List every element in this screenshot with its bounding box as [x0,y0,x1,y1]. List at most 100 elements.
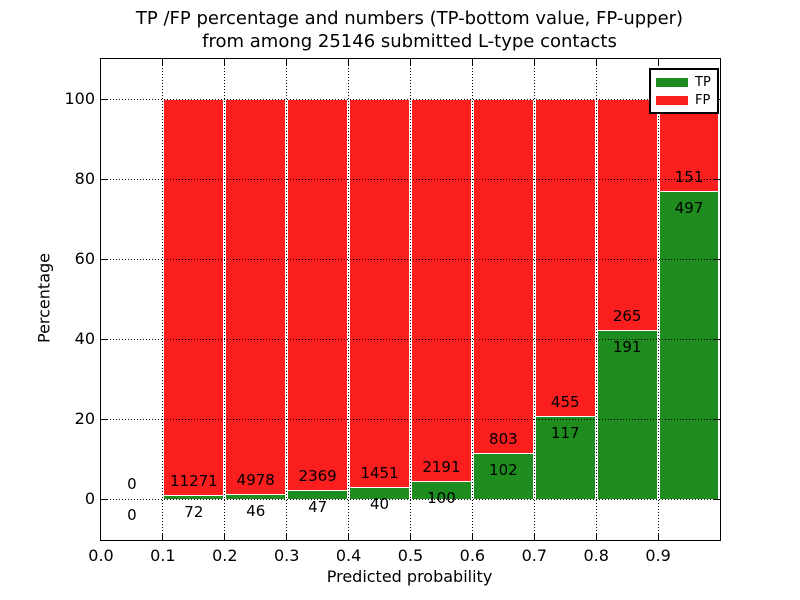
y-tick-mark-right [714,178,720,180]
bar-segment-tp [659,192,719,499]
y-tick-label: 40 [74,329,95,348]
bar-segment-fp [535,99,595,418]
x-tick-mark-top [533,59,535,65]
y-tick-label: 80 [74,169,95,188]
bar-value-label-fp: 151 [674,168,704,187]
gridline-vertical [595,59,597,540]
x-axis-label: Predicted probability [326,567,493,586]
chart-title-line2: from among 25146 submitted L-type contac… [202,31,617,52]
x-tick-mark-top [224,59,226,65]
x-tick-mark-top [657,59,659,65]
gridline-vertical [348,59,350,540]
bar-value-label-fp: 0 [127,475,137,493]
x-tick-mark-top [410,59,411,65]
y-tick-label: 100 [64,89,95,108]
chart-title-line1: TP /FP percentage and numbers (TP-bottom… [135,8,684,29]
legend-item-tp: TP [656,76,712,89]
y-tick-mark [101,178,107,180]
gridline-vertical [224,59,226,540]
x-tick-label: 0.3 [273,546,300,565]
y-tick-mark-right [714,498,720,500]
bar-segment-fp [288,99,348,492]
y-tick-mark-right [714,418,720,420]
legend-item-fp: FP [656,94,712,107]
legend-label-fp: FP [695,92,711,108]
x-tick-label: 0.0 [88,546,114,565]
y-tick-mark [101,498,107,500]
bar-value-label-tp: 497 [674,199,704,218]
bar-value-label-fp: 11271 [169,472,218,491]
bar-segment-fp [226,99,286,496]
legend-label-tp: TP [695,74,711,90]
bar-segment-tp [288,491,348,499]
bar-segment-tp [473,453,533,499]
bar-segment-tp [226,495,286,499]
x-tick-mark [162,534,164,540]
bar-value-label-fp: 803 [489,429,518,448]
x-tick-label: 0.5 [397,546,424,565]
bar-value-label-tp: 117 [550,424,580,443]
x-tick-mark [348,534,350,540]
x-tick-mark [657,534,659,540]
legend: TP FP [649,68,719,114]
bar-segment-fp [350,99,409,489]
bar-segment-fp [597,99,657,332]
y-tick-mark [101,258,107,260]
bar-value-label-tp: 72 [184,503,204,522]
bar-value-label-fp: 4978 [236,471,275,490]
bar-segment-tp [164,496,224,499]
gridline-horizontal [101,98,720,100]
gridline-vertical [533,59,535,540]
x-tick-mark-top [348,59,350,65]
y-tick-label: 60 [74,249,95,268]
legend-swatch-tp-icon [656,77,688,87]
bar-value-label-tp: 0 [127,506,137,524]
bar-value-label-tp: 100 [427,488,456,507]
bar-value-label-tp: 40 [370,495,390,514]
bar-value-label-tp: 46 [246,502,266,521]
bar-value-label-fp: 1451 [360,464,399,483]
chart-title: TP /FP percentage and numbers (TP-bottom… [100,7,719,53]
bar-segment-tp [597,331,657,499]
x-tick-label: 0.7 [521,546,548,565]
bar-value-label-tp: 47 [308,498,328,517]
x-tick-mark-top [286,59,288,65]
y-tick-mark-right [714,258,720,260]
x-tick-mark-top [595,59,597,65]
gridline-horizontal [101,338,720,340]
bar-value-label-fp: 2369 [298,467,337,486]
x-tick-mark [224,534,226,540]
plot-area: TP FP 0 20 40 60 80 100 0.0 0.1 0.2 0.3 0.4 0.5 0.6 0… [64,58,721,565]
y-tick-mark-right [714,338,720,340]
bar-segment-tp [412,481,471,499]
bar-value-label-fp: 265 [612,307,642,326]
gridline-vertical [286,59,288,540]
bar-segment-tp [535,417,595,499]
legend-swatch-fp-icon [656,95,688,105]
gridline-horizontal [101,178,720,180]
x-tick-mark [471,534,473,540]
y-tick-mark [101,338,107,340]
x-tick-label: 0.9 [645,546,671,565]
x-tick-label: 0.8 [583,546,609,565]
x-tick-label: 0.4 [335,546,362,565]
x-tick-mark [595,534,597,540]
gridline-vertical [471,59,473,540]
x-tick-mark-top [162,59,164,65]
bar-segment-tp [350,488,409,499]
y-tick-mark [101,98,107,100]
gridline-vertical [657,59,659,540]
x-tick-label: 0.6 [459,546,486,565]
bar-segment-fp [473,99,533,454]
gridline-vertical [162,59,164,540]
y-tick-label: 0 [84,489,95,508]
bar-value-label-tp: 102 [489,460,518,479]
x-tick-label: 0.2 [212,546,238,565]
bar-segment-fp [164,99,224,497]
gridline-horizontal [101,498,720,500]
y-tick-label: 20 [74,409,95,428]
bar-value-label-tp: 191 [612,338,642,357]
x-tick-mark-top [471,59,473,65]
bar-value-label-fp: 2191 [422,457,461,476]
